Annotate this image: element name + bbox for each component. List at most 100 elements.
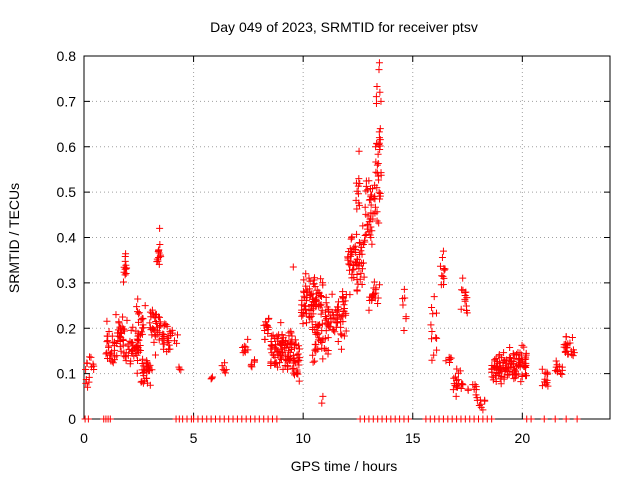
data-point xyxy=(461,289,469,297)
grid-lines xyxy=(84,56,610,419)
data-point xyxy=(432,334,440,342)
data-point xyxy=(281,344,289,352)
data-point xyxy=(153,319,161,327)
data-point xyxy=(89,360,97,368)
data-point xyxy=(515,354,523,362)
data-point xyxy=(318,327,326,335)
data-point xyxy=(120,268,128,276)
data-point xyxy=(428,304,436,312)
data-point xyxy=(334,319,342,327)
data-point xyxy=(267,345,275,353)
data-point xyxy=(239,349,247,357)
data-point xyxy=(353,255,361,263)
data-point xyxy=(268,341,276,349)
data-point xyxy=(300,287,308,295)
data-point xyxy=(352,196,360,204)
data-point xyxy=(121,257,129,265)
data-point xyxy=(543,379,551,387)
data-point xyxy=(342,311,350,319)
data-point xyxy=(311,340,319,348)
data-point xyxy=(332,323,340,331)
data-point xyxy=(568,334,576,342)
data-point xyxy=(143,379,151,387)
data-point xyxy=(319,355,327,363)
data-point xyxy=(520,362,528,370)
data-point xyxy=(138,330,146,338)
data-point xyxy=(376,146,384,154)
data-point xyxy=(119,278,127,286)
data-point xyxy=(317,292,325,300)
data-point xyxy=(459,274,467,282)
data-point xyxy=(428,356,436,364)
data-point xyxy=(351,242,359,250)
data-point xyxy=(134,308,142,316)
data-point xyxy=(373,161,381,169)
data-point xyxy=(492,371,500,379)
data-point xyxy=(509,350,517,358)
data-point xyxy=(560,343,568,351)
data-point xyxy=(244,346,252,354)
data-point xyxy=(376,88,384,96)
data-point xyxy=(361,238,369,246)
data-point xyxy=(366,231,374,239)
data-point xyxy=(306,285,314,293)
data-point xyxy=(569,352,577,360)
x-tick-label: 5 xyxy=(190,430,198,446)
x-tick-label: 0 xyxy=(80,430,88,446)
y-tick-label: 0 xyxy=(68,411,76,427)
data-point xyxy=(370,278,378,286)
data-point xyxy=(541,369,549,377)
data-point xyxy=(348,270,356,278)
data-point xyxy=(119,336,127,344)
data-point xyxy=(155,260,163,268)
y-tick-label: 0.5 xyxy=(57,184,77,200)
data-point xyxy=(503,366,511,374)
data-point xyxy=(106,415,114,423)
data-point xyxy=(440,266,448,274)
data-point xyxy=(301,294,309,302)
data-point xyxy=(134,295,142,303)
data-point xyxy=(521,356,529,364)
data-point xyxy=(143,358,151,366)
data-point xyxy=(522,372,530,380)
data-point xyxy=(315,322,323,330)
data-point xyxy=(367,209,375,217)
data-point xyxy=(285,347,293,355)
data-point xyxy=(375,219,383,227)
data-point xyxy=(301,302,309,310)
data-point xyxy=(347,252,355,260)
data-point xyxy=(433,309,441,317)
data-point xyxy=(295,345,303,353)
data-point xyxy=(208,374,216,382)
data-point xyxy=(139,315,147,323)
data-point xyxy=(289,263,297,271)
y-axis-label: SRMTID / TECUs xyxy=(6,183,22,293)
data-point xyxy=(358,243,366,251)
data-point xyxy=(129,323,137,331)
data-point xyxy=(135,318,143,326)
data-point xyxy=(491,363,499,371)
data-point xyxy=(108,332,116,340)
data-point xyxy=(496,375,504,383)
data-point xyxy=(439,281,447,289)
data-point xyxy=(310,276,318,284)
data-point xyxy=(164,337,172,345)
data-point xyxy=(158,336,166,344)
data-point xyxy=(369,185,377,193)
data-point xyxy=(134,336,142,344)
data-point xyxy=(316,301,324,309)
data-point xyxy=(121,353,129,361)
data-point xyxy=(355,201,363,209)
data-point xyxy=(362,187,370,195)
data-point xyxy=(518,341,526,349)
data-point xyxy=(299,320,307,328)
data-point xyxy=(150,338,158,346)
data-point xyxy=(334,338,342,346)
data-point xyxy=(511,367,519,375)
data-point xyxy=(527,415,535,423)
data-point xyxy=(440,274,448,282)
y-tick-label: 0.8 xyxy=(57,48,77,64)
data-point xyxy=(353,187,361,195)
data-point xyxy=(302,282,310,290)
data-point xyxy=(372,168,380,176)
